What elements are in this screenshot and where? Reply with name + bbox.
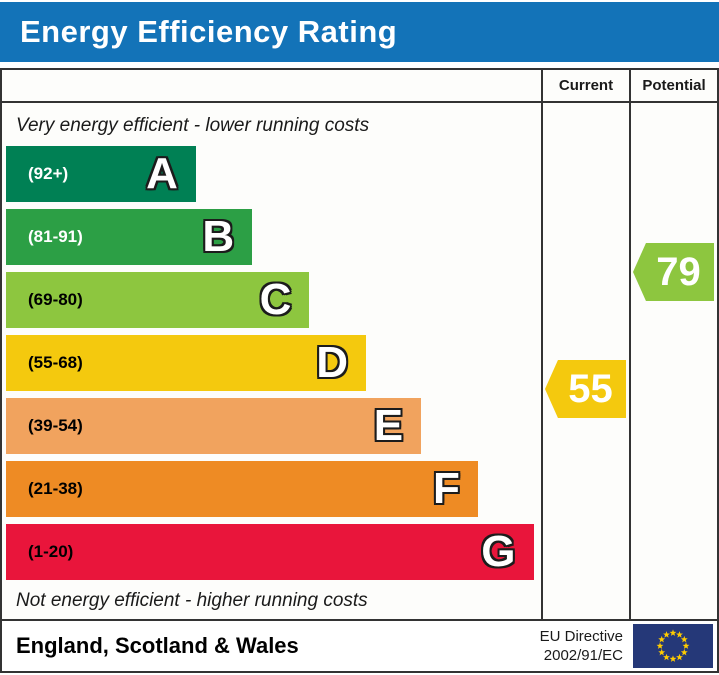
band-list: (92+) A (81-91) B (69-80) C (55-68) D (3…	[2, 146, 541, 580]
band-c-bar: (69-80) C	[6, 272, 310, 328]
band-d-range: (55-68)	[28, 353, 83, 372]
band-e-bar: (39-54) E	[6, 398, 422, 454]
band-f-letter: F	[432, 464, 460, 513]
potential-column: 79	[629, 103, 717, 619]
band-b-range: (81-91)	[28, 227, 83, 246]
potential-rating-value: 79	[656, 249, 701, 294]
current-column: 55	[541, 103, 629, 619]
page-title: Energy Efficiency Rating	[20, 14, 398, 49]
header-spacer	[2, 70, 541, 103]
band-a-letter: A	[146, 149, 178, 198]
eu-directive-line1: EU Directive	[539, 627, 623, 645]
band-d-bar: (55-68) D	[6, 335, 367, 391]
current-rating-value: 55	[568, 366, 613, 411]
band-b-bar: (81-91) B	[6, 209, 253, 265]
band-e-letter: E	[373, 401, 404, 450]
band-c-range: (69-80)	[28, 290, 83, 309]
epc-rating-table: Current Potential Very energy efficient …	[0, 68, 719, 673]
potential-rating-pointer: 79	[633, 243, 714, 301]
band-f-bar: (21-38) F	[6, 461, 478, 517]
eu-directive-label: EU Directive 2002/91/EC	[540, 627, 623, 666]
band-d-letter: D	[316, 338, 349, 387]
top-note: Very energy efficient - lower running co…	[16, 115, 370, 136]
column-header-current: Current	[541, 70, 629, 103]
band-e-range: (39-54)	[28, 416, 83, 435]
band-c-letter: C	[259, 275, 292, 324]
region-label: England, Scotland & Wales	[16, 633, 299, 658]
band-b-letter: B	[202, 212, 235, 261]
eu-flag-icon	[633, 624, 713, 668]
eu-directive-line2: 2002/91/EC	[543, 647, 623, 664]
band-f-range: (21-38)	[28, 479, 83, 498]
bottom-note: Not energy efficient - higher running co…	[16, 590, 368, 611]
current-rating-pointer: 55	[545, 360, 626, 418]
title-bar: Energy Efficiency Rating	[0, 0, 719, 62]
footer: England, Scotland & Wales EU Directive 2…	[2, 619, 717, 671]
band-g-bar: (1-20) G	[6, 524, 534, 580]
band-g-letter: G	[481, 527, 516, 576]
column-header-potential: Potential	[629, 70, 717, 103]
band-a-bar: (92+) A	[6, 146, 196, 202]
band-g-range: (1-20)	[28, 542, 74, 561]
band-a-range: (92+)	[28, 164, 69, 183]
bands-column: Very energy efficient - lower running co…	[2, 103, 541, 619]
